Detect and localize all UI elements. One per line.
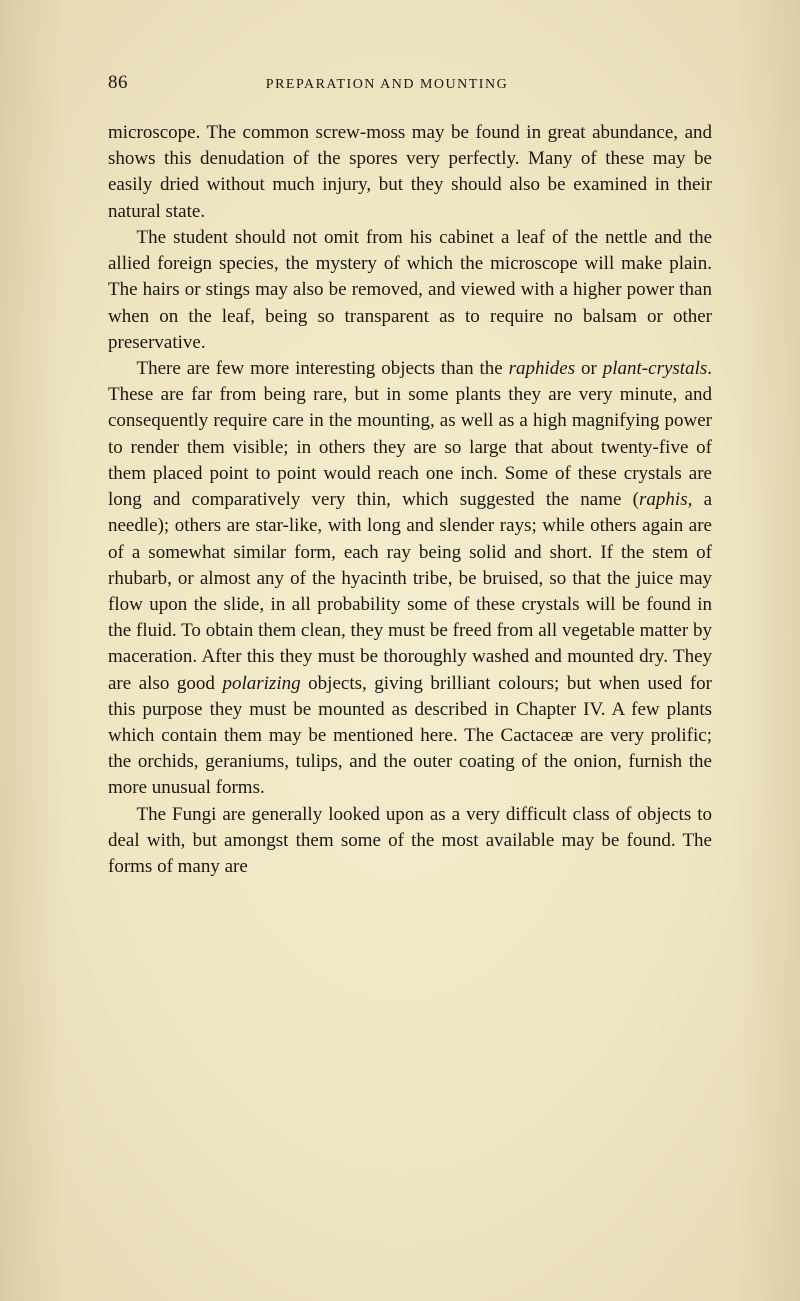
book-page: 86 PREPARATION AND MOUNTING microscope. … — [0, 0, 800, 1301]
paragraph: There are few more interesting objects t… — [108, 356, 712, 802]
paragraph: The student should not omit from his cab… — [108, 225, 712, 356]
body-text: microscope. The common screw-moss may be… — [108, 120, 712, 880]
page-number: 86 — [108, 72, 128, 94]
running-head: PREPARATION AND MOUNTING — [266, 77, 544, 93]
paragraph: The Fungi are generally looked upon as a… — [108, 802, 712, 881]
page-header: 86 PREPARATION AND MOUNTING — [108, 72, 712, 94]
paragraph: microscope. The common screw-moss may be… — [108, 120, 712, 225]
